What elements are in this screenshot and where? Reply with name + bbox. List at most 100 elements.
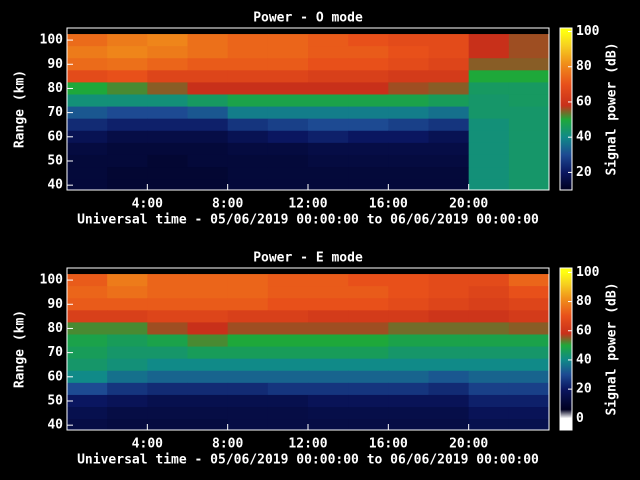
heatmap-cell [67, 131, 108, 144]
heatmap-cell [348, 70, 389, 83]
heatmap-cell [348, 383, 389, 396]
heatmap-cell [268, 395, 309, 408]
heatmap-cell [348, 395, 389, 408]
heatmap-cell [308, 395, 349, 408]
heatmap-cell [268, 334, 309, 347]
heatmap-cell [147, 34, 188, 47]
heatmap-cell [107, 70, 148, 83]
heatmap-cell [308, 359, 349, 372]
heatmap-cell [268, 274, 309, 287]
heatmap-cell [429, 359, 470, 372]
heatmap-cell [268, 143, 309, 156]
heatmap-cell [429, 82, 470, 95]
heatmap-cell [228, 334, 269, 347]
heatmap-cell [228, 34, 269, 47]
heatmap-cell [147, 334, 188, 347]
heatmap-cell [147, 167, 188, 180]
heatmap-cell [228, 407, 269, 420]
heatmap-cell [147, 274, 188, 287]
heatmap-cell [107, 46, 148, 59]
heatmap-cell [509, 82, 550, 95]
heatmap-cell [268, 82, 309, 95]
heatmap-cell [429, 143, 470, 156]
heatmap-cell [67, 46, 108, 59]
heatmap-cell [509, 286, 550, 299]
heatmap-cell [188, 34, 229, 47]
heatmap-cell [107, 58, 148, 71]
x-tick-label: 20:00 [449, 437, 488, 452]
heatmap-cell [469, 82, 510, 95]
heatmap-cell [67, 94, 108, 107]
y-tick-label: 60 [47, 369, 63, 384]
heatmap-cell [388, 107, 429, 120]
heatmap-cell [469, 383, 510, 396]
heatmap-cell [268, 70, 309, 83]
heatmap-cell [348, 310, 389, 323]
heatmap-cell [348, 322, 389, 335]
heatmap-cell [268, 34, 309, 47]
heatmap-cell [469, 274, 510, 287]
heatmap-cell [268, 119, 309, 132]
heatmap [67, 34, 550, 192]
heatmap-cell [188, 322, 229, 335]
colorbar-tick-label: 40 [576, 130, 592, 145]
heatmap-cell [509, 371, 550, 384]
x-tick-label: 20:00 [449, 197, 488, 212]
heatmap-cell [388, 70, 429, 83]
heatmap-cell [67, 34, 108, 47]
heatmap-cell [228, 274, 269, 287]
heatmap-cell [308, 155, 349, 168]
heatmap-cell [388, 395, 429, 408]
heatmap-cell [348, 131, 389, 144]
heatmap-cell [388, 94, 429, 107]
heatmap-cell [308, 167, 349, 180]
x-axis-label: Universal time - 05/06/2019 00:00:00 to … [77, 453, 539, 468]
colorbar-tick-label: 60 [576, 323, 592, 338]
heatmap-cell [67, 322, 108, 335]
heatmap-cell [67, 107, 108, 120]
heatmap-cell [268, 359, 309, 372]
heatmap-cell [147, 82, 188, 95]
colorbar-tick-label: 80 [576, 294, 592, 309]
heatmap-cell [107, 383, 148, 396]
heatmap-cell [228, 107, 269, 120]
heatmap-cell [348, 359, 389, 372]
heatmap-cell [228, 310, 269, 323]
y-tick-label: 70 [47, 345, 63, 360]
heatmap-cell [388, 383, 429, 396]
heatmap-cell [67, 274, 108, 287]
heatmap-cell [107, 107, 148, 120]
heatmap-cell [107, 359, 148, 372]
heatmap-cell [67, 383, 108, 396]
heatmap-cell [469, 298, 510, 311]
heatmap-cell [147, 395, 188, 408]
heatmap-cell [429, 58, 470, 71]
heatmap-cell [147, 383, 188, 396]
heatmap-cell [469, 94, 510, 107]
heatmap-cell [107, 407, 148, 420]
heatmap-cell [348, 274, 389, 287]
heatmap-cell [188, 407, 229, 420]
heatmap-cell [67, 407, 108, 420]
heatmap-cell [188, 58, 229, 71]
heatmap-cell [509, 334, 550, 347]
heatmap-cell [308, 286, 349, 299]
heatmap-cell [228, 58, 269, 71]
heatmap-cell [188, 94, 229, 107]
heatmap-cell [188, 82, 229, 95]
heatmap-cell [308, 274, 349, 287]
heatmap-cell [348, 82, 389, 95]
heatmap-cell [308, 119, 349, 132]
heatmap-cell [469, 119, 510, 132]
heatmap-cell [308, 322, 349, 335]
heatmap-cell [308, 34, 349, 47]
colorbar [560, 268, 572, 430]
y-axis-label: Range (km) [13, 70, 28, 148]
heatmap-cell [348, 119, 389, 132]
heatmap-cell [67, 70, 108, 83]
x-tick-label: 12:00 [288, 437, 327, 452]
heatmap-cell [67, 334, 108, 347]
y-tick-label: 60 [47, 129, 63, 144]
heatmap-cell [429, 155, 470, 168]
